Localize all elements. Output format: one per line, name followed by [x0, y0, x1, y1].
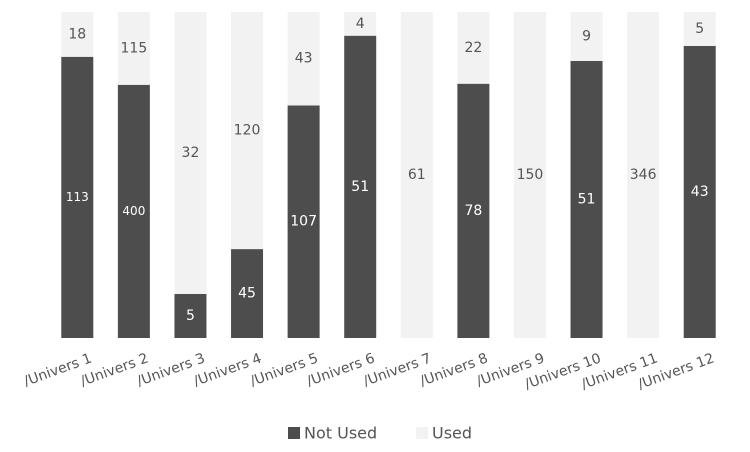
bar-segment — [683, 45, 716, 338]
bar-segment — [344, 12, 377, 36]
data-label: 400 — [122, 204, 145, 218]
data-label: 78 — [464, 203, 482, 219]
bar-segment — [61, 12, 94, 57]
bar-segment — [683, 12, 716, 46]
data-label: 9 — [582, 28, 591, 44]
data-label: 51 — [578, 191, 596, 207]
data-label: 61 — [408, 167, 426, 183]
bar-segment — [570, 12, 603, 61]
bar-segment — [627, 12, 660, 338]
legend-label: Used — [432, 424, 472, 443]
legend-label: Not Used — [304, 424, 377, 443]
data-label: 346 — [630, 167, 657, 183]
bar-segment — [570, 60, 603, 339]
data-label: 107 — [290, 214, 317, 230]
data-label: 5 — [695, 21, 704, 37]
bar-segment — [231, 12, 264, 250]
bar-segment — [174, 12, 207, 294]
data-label: 18 — [68, 26, 86, 42]
data-label: 22 — [464, 40, 482, 56]
bar-segment — [513, 12, 546, 338]
data-label: 32 — [182, 145, 200, 161]
data-label: 5 — [186, 308, 195, 324]
data-label: 43 — [691, 184, 709, 200]
data-label: 4 — [356, 16, 365, 32]
data-label: 51 — [351, 179, 369, 195]
bar-segment — [117, 84, 150, 339]
data-label: 113 — [66, 190, 89, 204]
data-label: 45 — [238, 286, 256, 302]
bar-segment — [117, 12, 150, 85]
data-label: 150 — [517, 167, 544, 183]
bar-segment — [174, 293, 207, 338]
bar-segment — [287, 12, 320, 106]
data-label: 115 — [121, 40, 148, 56]
bar-segment — [287, 105, 320, 338]
bar-segment — [231, 249, 264, 338]
bar-segment — [457, 12, 490, 84]
bar-segment — [457, 83, 490, 338]
bar-segment — [344, 35, 377, 338]
data-label: 43 — [295, 51, 313, 67]
bar-segment — [400, 12, 433, 338]
data-label: 120 — [234, 123, 261, 139]
legend-swatch — [416, 427, 428, 439]
bar-segment — [61, 56, 94, 339]
legend-swatch — [288, 427, 300, 439]
